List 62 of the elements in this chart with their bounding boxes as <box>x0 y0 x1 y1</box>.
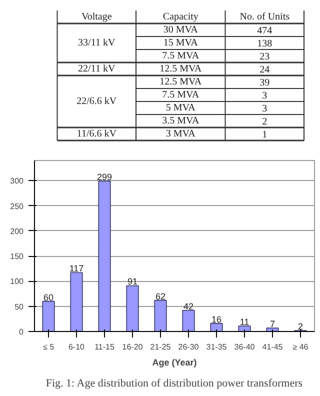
x-tick-label: 6-10 <box>68 342 86 352</box>
bar <box>182 310 195 332</box>
text: 138 <box>257 38 272 50</box>
x-axis-title: Age (Year) <box>152 358 197 368</box>
text: 3 MVA <box>166 128 196 140</box>
text: 11/6.6 kV <box>76 128 116 140</box>
y-tick-label: 300 <box>10 176 24 186</box>
x-tick-label: 21-25 <box>150 342 172 352</box>
data-label: 117 <box>69 264 84 274</box>
data-label: 7 <box>270 318 276 329</box>
bar <box>98 180 111 332</box>
category-label: Voltage <box>81 12 112 22</box>
data-label: 2 <box>298 321 304 332</box>
data-label: 299 <box>96 172 112 182</box>
data-label: 11 <box>240 316 250 327</box>
bar <box>42 300 55 332</box>
text: 12.5 MVA <box>160 64 202 74</box>
text: 2 <box>262 116 268 128</box>
y-tick-label: 250 <box>10 202 24 211</box>
y-tick-label: 150 <box>10 252 24 262</box>
caption: Fig. 1: Age distribution of distribution power transformers <box>46 378 303 390</box>
text: 5 MVA <box>166 102 196 114</box>
x-tick-label: 26-30 <box>178 342 200 352</box>
text: 33/11 kV <box>78 38 116 48</box>
bar <box>154 300 167 332</box>
text: 39 <box>260 78 270 88</box>
x-tick-label: 31-35 <box>206 342 228 352</box>
text: 474 <box>257 26 272 36</box>
text: 12.5 MVA <box>160 76 202 88</box>
data-label: 42 <box>183 301 194 312</box>
bar <box>238 326 251 332</box>
x-tick-label: 11-15 <box>94 342 115 352</box>
data-label: 16 <box>211 314 222 324</box>
bar <box>126 285 139 332</box>
x-tick-label: 41-45 <box>262 342 284 352</box>
text: 15 MVA <box>163 38 198 48</box>
x-tick-label: 36-40 <box>234 342 256 352</box>
text: 22/11 kV <box>78 64 116 74</box>
data-label: 62 <box>155 291 166 302</box>
data-label: 91 <box>127 276 138 287</box>
text: 3.5 MVA <box>162 116 200 126</box>
text: 1 <box>262 130 268 140</box>
category-label: Capacity <box>162 12 198 22</box>
x-tick-label: 16-20 <box>122 342 144 352</box>
text: 7.5 MVA <box>162 50 200 62</box>
text: 7.5 MVA <box>162 90 200 100</box>
bar <box>70 272 83 332</box>
y-tick-label: 200 <box>10 226 24 236</box>
text: 3 <box>262 90 268 102</box>
y-tick-label: 100 <box>10 277 24 286</box>
x-tick-label: ≥ 46 <box>292 342 309 352</box>
y-tick-label: 50 <box>14 302 24 312</box>
text: 3 <box>262 104 268 114</box>
category-label: No. of Units <box>240 12 290 22</box>
x-tick-label: ≤ 5 <box>42 342 55 352</box>
data-label: 60 <box>43 292 54 302</box>
text: 30 MVA <box>163 24 198 36</box>
text: 24 <box>260 64 270 76</box>
text: 23 <box>260 52 270 62</box>
text: 22/6.6 kV <box>76 96 117 107</box>
bar <box>210 323 223 332</box>
y-tick-label: 0 <box>19 328 24 336</box>
